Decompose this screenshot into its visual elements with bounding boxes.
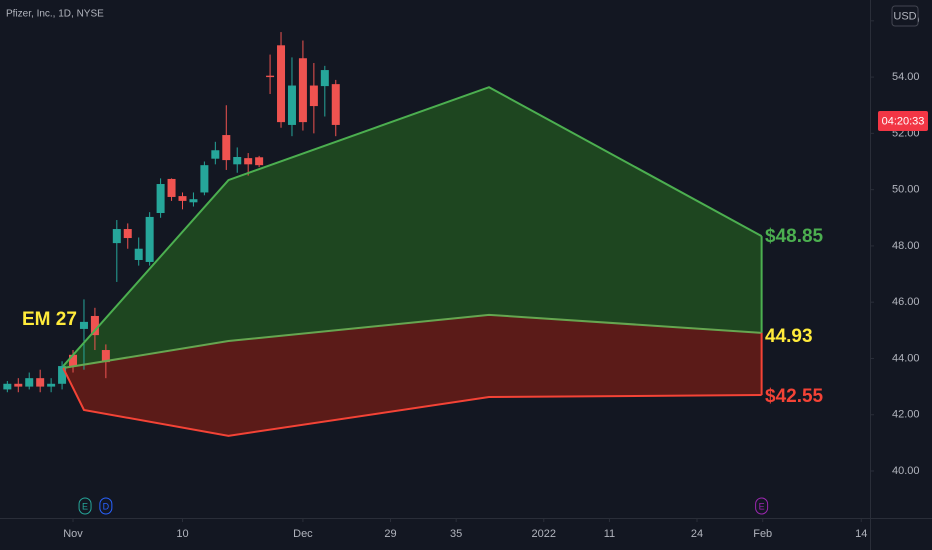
candle-body xyxy=(178,196,187,201)
symbol-title: Pfizer, Inc., 1D, NYSE xyxy=(6,9,104,20)
candle-body xyxy=(244,158,253,165)
candle-body xyxy=(145,216,154,262)
candle-body xyxy=(287,85,296,125)
candle-body xyxy=(320,70,329,87)
timer-label: 04:20:33 xyxy=(882,115,925,127)
y-tick-label: 40.00 xyxy=(892,465,920,477)
candle-body xyxy=(211,150,220,159)
timer-box xyxy=(878,111,928,131)
candle-body xyxy=(167,178,176,197)
candle-body xyxy=(47,383,56,387)
x-tick-label: 10 xyxy=(176,528,188,540)
x-tick-label: Feb xyxy=(753,528,772,540)
candle-body xyxy=(101,350,110,363)
band-fill xyxy=(63,314,762,436)
event-label: E xyxy=(82,501,88,511)
candle-body xyxy=(123,229,132,239)
band-fill xyxy=(63,87,762,369)
event-badge xyxy=(755,497,769,515)
candle-body xyxy=(25,378,34,387)
candle-body xyxy=(156,184,165,213)
y-tick-label: 42.00 xyxy=(892,409,920,421)
y-tick-label: 48.00 xyxy=(892,240,920,252)
candle-body xyxy=(134,248,143,260)
candle-body xyxy=(90,315,99,336)
plot-area xyxy=(3,32,763,437)
x-tick-label: Nov xyxy=(63,528,83,540)
event-label: D xyxy=(103,501,110,511)
candle-body xyxy=(309,85,318,107)
annotation: EM 27 xyxy=(22,309,77,330)
candle-body xyxy=(266,75,275,78)
x-tick-label: 29 xyxy=(384,528,396,540)
candle-body xyxy=(3,383,12,390)
x-tick-label: 24 xyxy=(691,528,703,540)
event-badge xyxy=(99,497,113,515)
x-tick-label: 11 xyxy=(604,528,615,540)
y-tick-label: 44.00 xyxy=(892,352,920,364)
event-label: E xyxy=(759,501,765,511)
event-badge xyxy=(78,497,92,515)
y-tick-label: 46.00 xyxy=(892,296,920,308)
band-line xyxy=(62,367,762,437)
candle-body xyxy=(200,165,209,193)
candle-body xyxy=(331,84,340,125)
y-tick-label: 54.00 xyxy=(892,71,920,83)
candle-body xyxy=(79,321,88,329)
candle-body xyxy=(298,58,307,123)
candle-body xyxy=(233,157,242,165)
candle-body xyxy=(277,45,286,123)
currency-label: USD xyxy=(893,10,916,22)
candle-body xyxy=(189,199,198,203)
currency-box xyxy=(891,5,919,27)
x-tick-label: 14 xyxy=(855,528,867,540)
band-line xyxy=(63,313,762,370)
candle-body xyxy=(222,135,231,161)
x-tick-label: 35 xyxy=(450,528,462,540)
candle-body xyxy=(36,378,45,387)
annotation: $48.85 xyxy=(765,226,824,247)
annotation: $42.55 xyxy=(765,386,824,407)
x-tick-label: Dec xyxy=(293,528,313,540)
annotation: 44.93 xyxy=(765,326,813,347)
candle-body xyxy=(14,383,23,387)
band-line xyxy=(62,86,763,367)
candle-body xyxy=(255,157,264,166)
candle-body xyxy=(112,229,121,244)
candle-body xyxy=(58,366,67,384)
x-tick-label: 2022 xyxy=(532,528,556,540)
candle-body xyxy=(69,354,78,367)
y-tick-label: 50.00 xyxy=(892,184,920,196)
